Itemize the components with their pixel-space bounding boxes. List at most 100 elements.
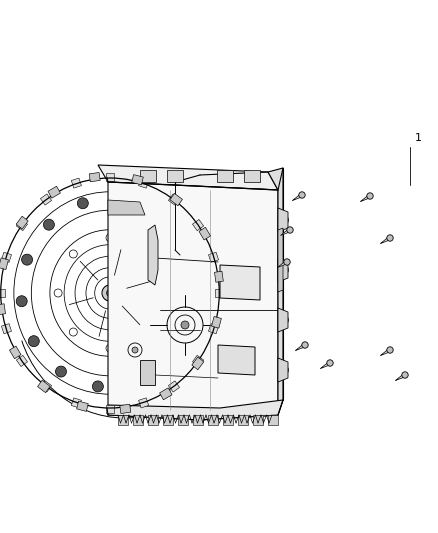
- Polygon shape: [193, 415, 203, 425]
- Text: 1: 1: [415, 133, 422, 143]
- Circle shape: [181, 321, 189, 329]
- Polygon shape: [192, 357, 204, 370]
- Polygon shape: [1, 252, 11, 262]
- Circle shape: [123, 406, 128, 411]
- Polygon shape: [1, 324, 11, 334]
- Polygon shape: [278, 261, 288, 268]
- Polygon shape: [278, 228, 283, 292]
- Polygon shape: [381, 237, 391, 244]
- Circle shape: [80, 404, 85, 409]
- Polygon shape: [218, 345, 255, 375]
- Polygon shape: [98, 165, 278, 190]
- Polygon shape: [278, 258, 288, 282]
- Circle shape: [92, 381, 103, 392]
- Polygon shape: [0, 304, 6, 315]
- Polygon shape: [168, 381, 180, 392]
- Polygon shape: [71, 398, 81, 408]
- Circle shape: [299, 192, 305, 198]
- Polygon shape: [278, 208, 288, 232]
- Circle shape: [92, 175, 97, 180]
- Polygon shape: [40, 381, 52, 392]
- Circle shape: [21, 254, 32, 265]
- Polygon shape: [192, 220, 204, 231]
- Polygon shape: [120, 404, 131, 414]
- Polygon shape: [360, 195, 371, 201]
- Polygon shape: [167, 170, 183, 182]
- Circle shape: [214, 320, 219, 325]
- Circle shape: [181, 239, 192, 251]
- Polygon shape: [10, 346, 21, 359]
- Circle shape: [78, 198, 88, 209]
- Polygon shape: [140, 360, 155, 385]
- Polygon shape: [208, 252, 219, 262]
- Circle shape: [174, 197, 179, 202]
- Polygon shape: [192, 356, 204, 367]
- Polygon shape: [223, 415, 233, 425]
- Circle shape: [20, 220, 25, 225]
- Circle shape: [387, 347, 393, 353]
- Circle shape: [163, 391, 168, 397]
- Polygon shape: [108, 400, 283, 420]
- Circle shape: [239, 355, 249, 365]
- Circle shape: [0, 307, 4, 312]
- Circle shape: [117, 194, 127, 205]
- Circle shape: [225, 355, 235, 365]
- Polygon shape: [238, 415, 248, 425]
- Polygon shape: [220, 265, 260, 300]
- Circle shape: [187, 321, 198, 332]
- Polygon shape: [178, 415, 188, 425]
- Polygon shape: [89, 173, 100, 182]
- Circle shape: [135, 177, 140, 182]
- Circle shape: [56, 366, 67, 377]
- Circle shape: [387, 235, 393, 241]
- Polygon shape: [106, 405, 114, 413]
- Circle shape: [284, 259, 290, 265]
- Circle shape: [327, 360, 333, 366]
- Circle shape: [13, 350, 18, 355]
- Circle shape: [132, 377, 143, 388]
- Polygon shape: [77, 401, 88, 411]
- Circle shape: [367, 193, 373, 199]
- Polygon shape: [208, 415, 218, 425]
- Circle shape: [216, 274, 222, 279]
- Polygon shape: [0, 258, 8, 270]
- Circle shape: [43, 219, 54, 230]
- Polygon shape: [280, 229, 291, 236]
- Circle shape: [106, 289, 113, 296]
- Polygon shape: [138, 398, 148, 408]
- Polygon shape: [16, 220, 28, 231]
- Polygon shape: [217, 170, 233, 182]
- Circle shape: [202, 231, 207, 236]
- Circle shape: [41, 384, 46, 389]
- Polygon shape: [40, 194, 52, 205]
- Polygon shape: [138, 178, 148, 188]
- Polygon shape: [108, 200, 145, 215]
- Circle shape: [16, 296, 27, 306]
- Circle shape: [302, 342, 308, 348]
- Polygon shape: [215, 289, 223, 297]
- Polygon shape: [71, 178, 81, 188]
- Polygon shape: [208, 324, 219, 334]
- Circle shape: [132, 347, 138, 353]
- Polygon shape: [16, 356, 28, 367]
- Polygon shape: [148, 225, 158, 285]
- Circle shape: [402, 372, 408, 378]
- Polygon shape: [321, 361, 331, 368]
- Polygon shape: [381, 349, 391, 356]
- Circle shape: [195, 361, 200, 366]
- Polygon shape: [133, 415, 143, 425]
- Polygon shape: [168, 194, 180, 205]
- Polygon shape: [140, 170, 156, 182]
- Polygon shape: [159, 388, 172, 400]
- Polygon shape: [244, 170, 260, 182]
- Circle shape: [1, 261, 6, 266]
- Circle shape: [166, 356, 177, 367]
- Polygon shape: [108, 182, 278, 420]
- Polygon shape: [148, 415, 158, 425]
- Polygon shape: [199, 227, 211, 240]
- Polygon shape: [132, 175, 143, 185]
- Polygon shape: [170, 193, 183, 206]
- Polygon shape: [106, 173, 114, 181]
- Polygon shape: [0, 289, 5, 297]
- Polygon shape: [268, 415, 278, 425]
